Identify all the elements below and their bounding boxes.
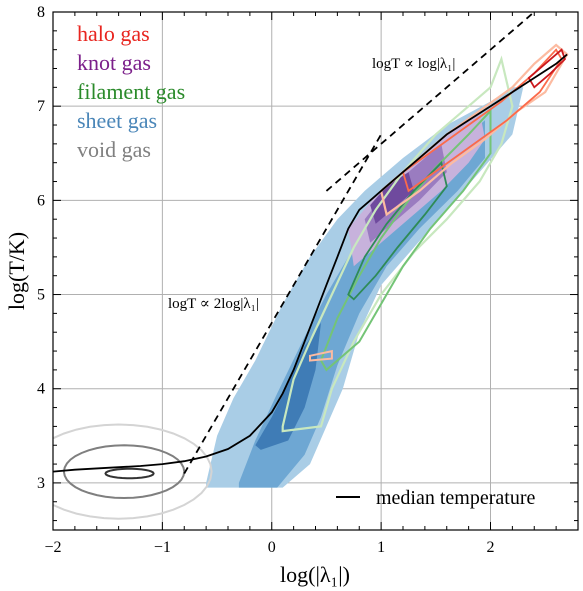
lines [53,12,568,474]
legend-entry-halo-gas: halo gas [77,21,150,46]
y-tick-label: 3 [37,475,45,492]
y-tick-label: 6 [37,192,45,209]
legend-entry-knot-gas: knot gas [77,50,151,75]
y-tick-label: 5 [37,287,45,304]
knot-gas-contour-inner [370,172,414,224]
x-tick-label: −2 [44,539,61,556]
median-legend: median temperature [336,487,535,509]
y-tick-label: 4 [37,381,45,398]
y-tick-label: 8 [37,4,45,21]
filament-gas-contour-inner [347,160,448,301]
filament-gas-contour-outer [281,55,514,433]
x-axis-title: log(|λ₁|) [280,562,350,587]
reference-line-0 [183,133,382,474]
x-tick-label: −1 [154,539,171,556]
legend-entry-sheet-gas: sheet gas [77,108,157,133]
median-legend-label: median temperature [376,487,535,509]
x-tick-label: 2 [487,539,495,556]
median-temperature-line [53,53,568,473]
void-gas-contour-mid [62,444,186,500]
x-tick-label: 0 [268,539,276,556]
x-tick-label: 1 [377,539,385,556]
halo-gas-contour-inner [527,48,566,89]
legend-entry-void-gas: void gas [77,137,151,162]
tick-labels: −2 −1 0 1 2 3 4 5 6 7 8 [37,4,495,556]
halo-gas-contour-blob [309,349,333,362]
void-gas-contour-inner [104,467,155,480]
annotation-log: logT ∝ log|λ₁| [372,56,455,72]
ticks [52,11,579,530]
legend: halo gas knot gas filament gas sheet gas voi… [77,21,185,162]
legend-entry-filament-gas: filament gas [77,79,185,104]
void-gas-contour-outer [53,423,213,520]
reference-line-1 [325,12,535,192]
y-tick-label: 7 [37,98,45,115]
annotation-2log: logT ∝ 2log|λ₁| [168,296,259,312]
y-axis-title: log(T/K) [4,232,29,310]
